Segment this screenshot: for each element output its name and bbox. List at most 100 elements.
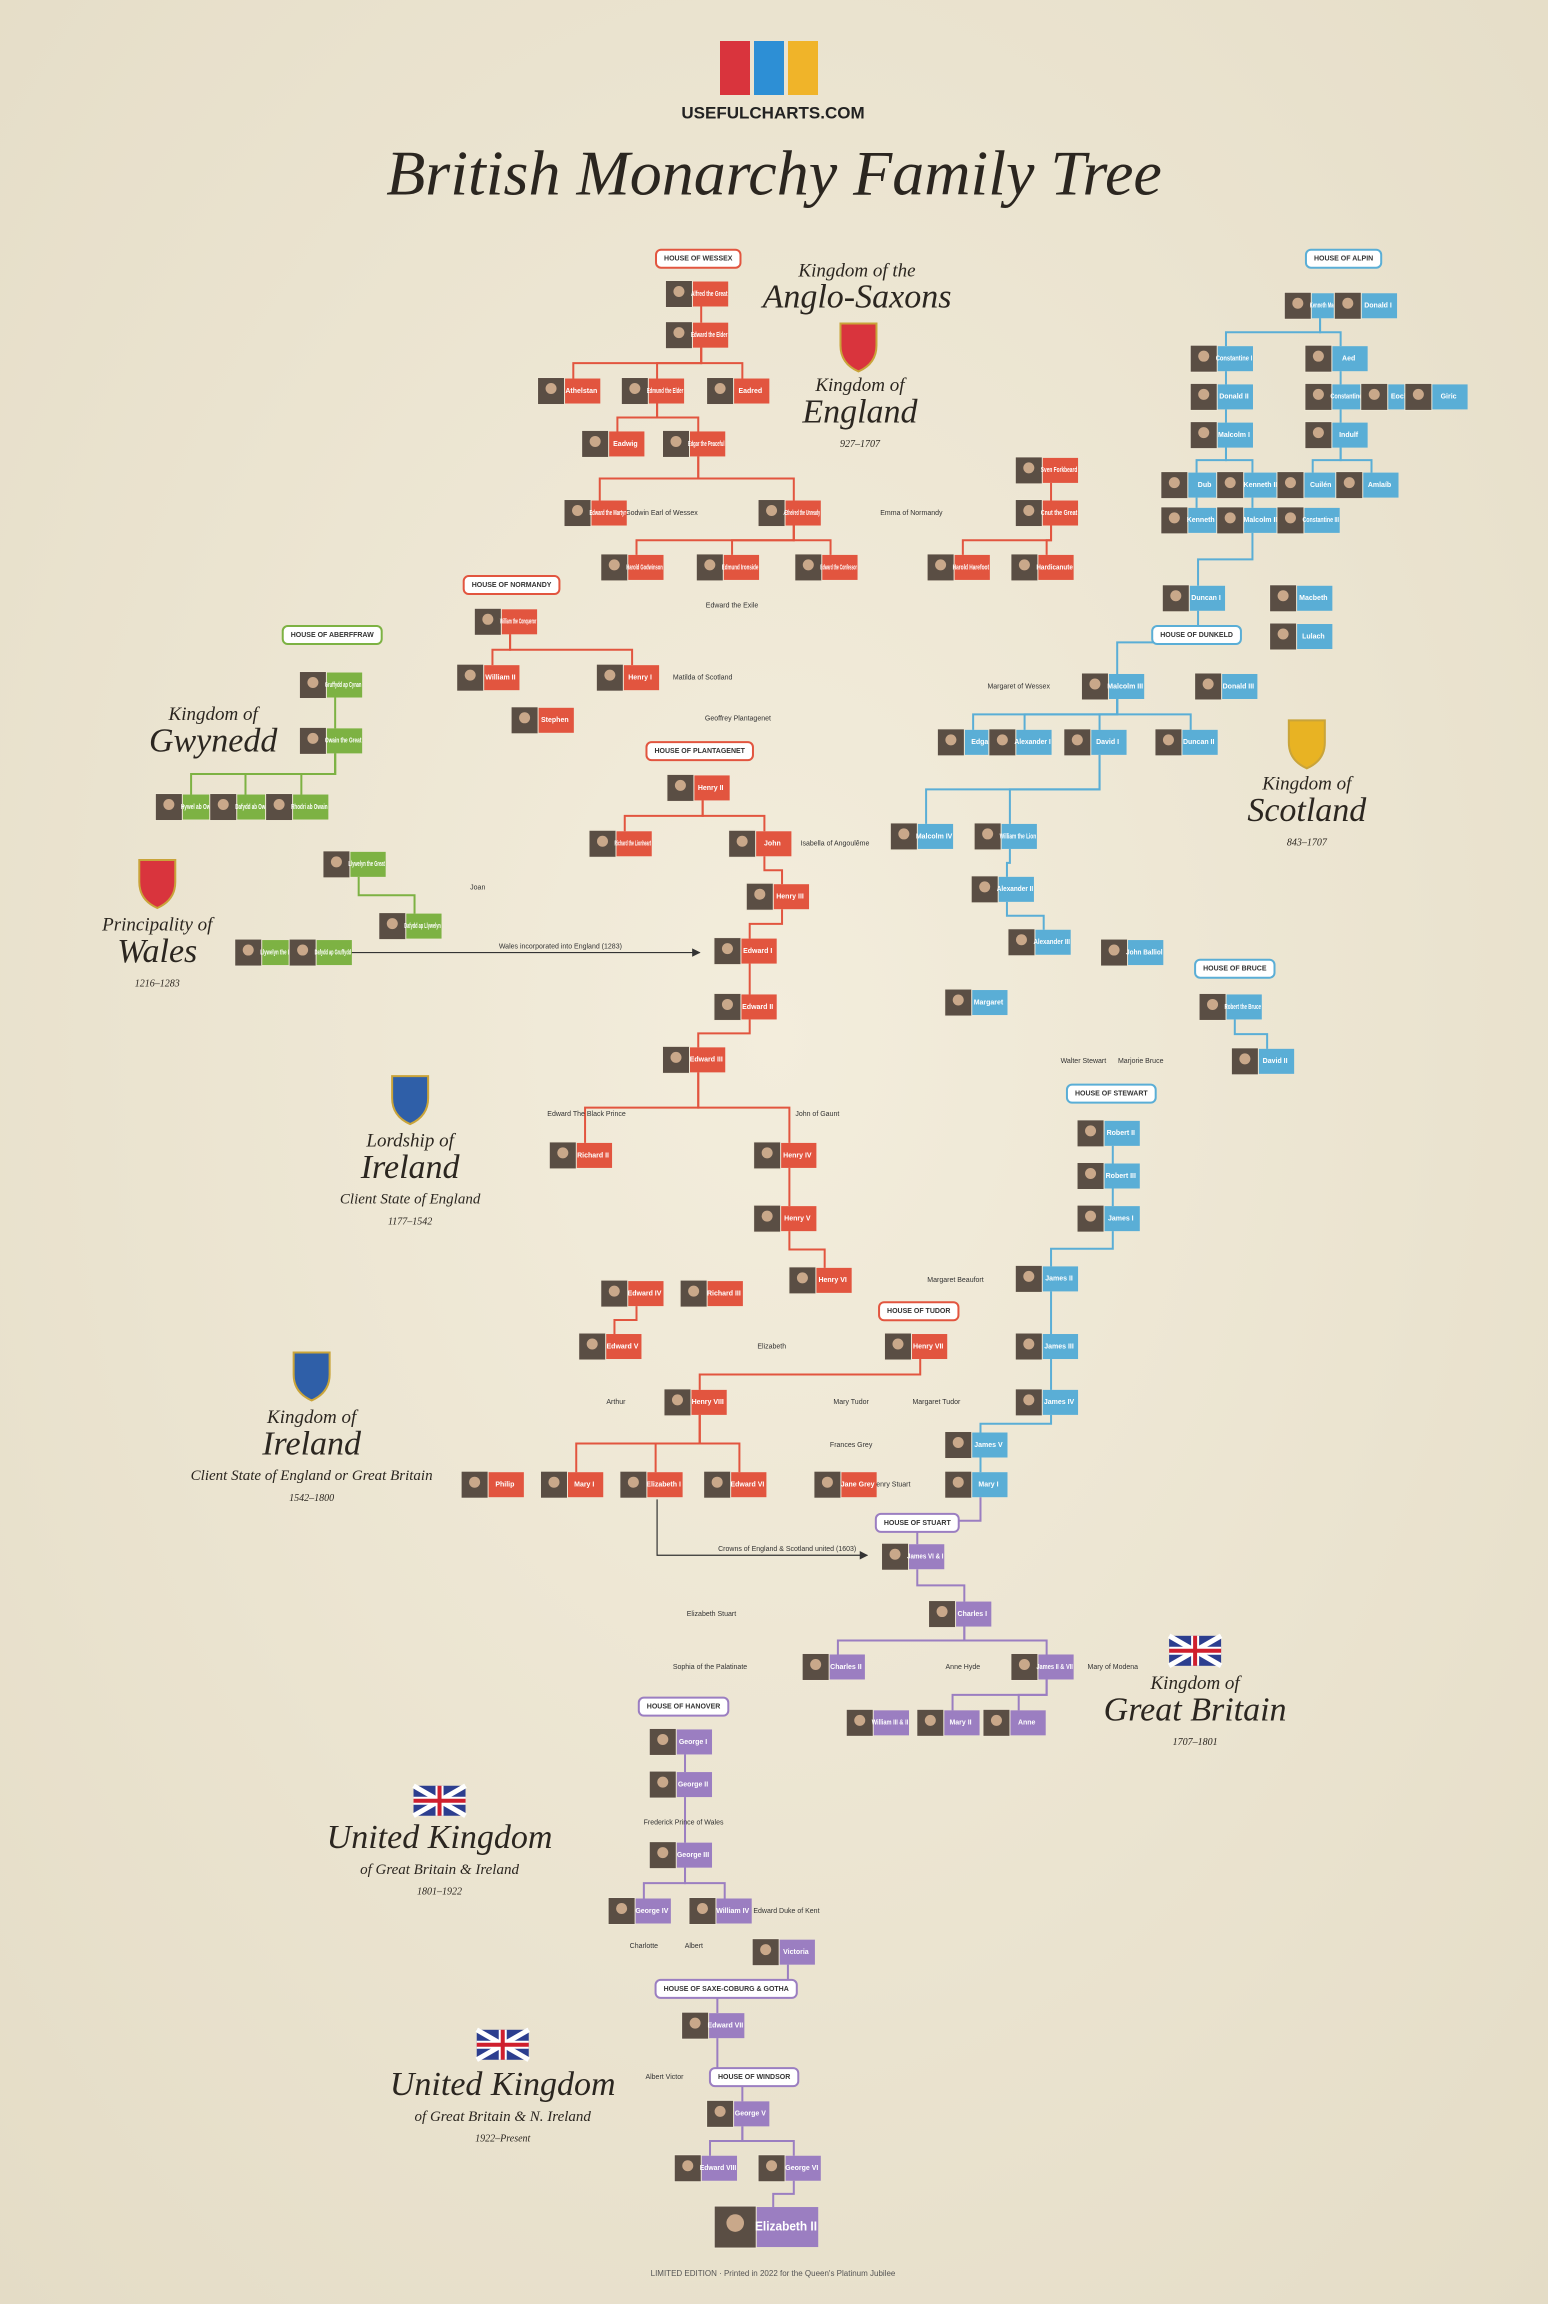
portrait-face — [760, 1944, 772, 1956]
connector — [698, 1414, 741, 1473]
connector — [1005, 848, 1011, 877]
portrait-face — [616, 1903, 628, 1914]
connector — [1224, 447, 1254, 473]
portrait-face — [935, 559, 947, 571]
house-label: HOUSE OF PLANTAGENET — [654, 748, 745, 755]
monarch-name: Charles I — [958, 1611, 988, 1618]
monarch-name: Robert the Bruce — [1225, 1004, 1262, 1011]
region-name: England — [801, 393, 918, 430]
monarch-name: John Balliol — [1126, 949, 1163, 956]
portrait-face — [711, 1476, 723, 1488]
region-dates: 1707–1801 — [1173, 1737, 1218, 1748]
portrait-face — [1071, 734, 1083, 746]
portrait-face — [1023, 1394, 1035, 1406]
region-subtitle: of Great Britain & Ireland — [360, 1862, 519, 1878]
connector — [698, 1359, 922, 1390]
portrait-face — [1207, 998, 1219, 1010]
note: Crowns of England & Scotland united (160… — [718, 1546, 856, 1553]
portrait-face — [1089, 678, 1101, 690]
monarch-name: James VI & I — [907, 1554, 944, 1561]
crest — [292, 1351, 331, 1402]
portrait-face — [721, 943, 733, 955]
portrait-face — [1343, 477, 1355, 489]
monarch-name: Edward V — [607, 1343, 639, 1350]
portrait-face — [1277, 590, 1289, 602]
house-box — [637, 1696, 730, 1717]
connector — [763, 856, 784, 885]
portrait — [1014, 456, 1043, 485]
flag-cross — [413, 1785, 466, 1816]
monarch-name: James III — [1044, 1343, 1074, 1350]
portrait-face — [242, 944, 254, 956]
person: Sophia of the Palatinate — [673, 1664, 747, 1671]
monarch-name: Anne — [1018, 1720, 1036, 1727]
portrait-face — [1284, 477, 1296, 489]
monarch-name: Llywelyn the Great — [348, 861, 385, 868]
region-name: United Kingdom — [327, 1819, 553, 1856]
monarch-name: Eadred — [738, 388, 762, 395]
monarch-name: Elizabeth II — [755, 2218, 817, 2233]
monarch-name: Richard III — [707, 1290, 741, 1297]
connector — [357, 876, 416, 914]
monarch-name: Malcolm I — [1218, 432, 1250, 439]
region-name: Great Britain — [1104, 1691, 1287, 1728]
monarch-name: James I — [1108, 1215, 1134, 1222]
house-label: HOUSE OF BRUCE — [1203, 966, 1267, 973]
house-box — [654, 1978, 798, 1999]
connector — [1233, 1019, 1269, 1049]
portrait — [662, 1045, 690, 1074]
monarch-name: Stephen — [541, 717, 569, 724]
portrait-face — [979, 881, 991, 893]
person: Walter Stewart — [1061, 1058, 1107, 1065]
portrait-face — [307, 677, 319, 689]
portrait-face — [1023, 1338, 1035, 1350]
portrait-face — [673, 286, 685, 297]
region-dates: 843–1707 — [1287, 837, 1328, 848]
monarch-name: Dub — [1198, 482, 1212, 489]
monarch-name: Alexander II — [997, 886, 1034, 893]
person: Isabella of Angoulême — [801, 841, 870, 848]
monarch-name: Dafydd ab Owain — [235, 804, 272, 811]
monarch-name: Edward VI — [730, 1482, 764, 1489]
person: Mary Tudor — [833, 1399, 869, 1406]
flag-cross — [476, 2029, 529, 2060]
portrait-face — [1284, 512, 1296, 524]
crest — [1287, 719, 1326, 770]
portrait-face — [761, 1210, 773, 1222]
portrait-face — [736, 835, 748, 847]
logo-yellow — [788, 41, 818, 95]
region-prefix: Kingdom of — [266, 1407, 359, 1428]
monarch-name: Constantine I — [1216, 356, 1253, 363]
portrait-face — [469, 1476, 481, 1488]
person: Geoffrey Plantagenet — [705, 716, 771, 723]
region-dates: 1177–1542 — [388, 1216, 432, 1227]
portrait-face — [889, 1548, 901, 1560]
monarch-name: William II — [485, 675, 515, 682]
monarch-name: Harold Harefoot — [953, 564, 990, 571]
portrait-face — [1312, 427, 1324, 439]
connector — [772, 2180, 795, 2208]
portrait-face — [330, 856, 342, 868]
monarch-name: Duncan I — [1191, 595, 1221, 602]
monarch-name: Kenneth III — [1187, 517, 1223, 524]
house-label: HOUSE OF SAXE-COBURG & GOTHA — [664, 1986, 789, 1993]
monarch-name: Hywel ab Owain — [181, 804, 218, 811]
connector — [788, 1231, 826, 1268]
person: Elizabeth Stuart — [687, 1611, 736, 1618]
portrait-face — [1170, 590, 1182, 602]
region-name: Gwynedd — [149, 723, 278, 760]
portrait — [510, 706, 539, 735]
connector — [697, 1019, 751, 1048]
portrait-face — [924, 1714, 936, 1726]
monarch-name: James IV — [1044, 1399, 1075, 1406]
portrait-face — [629, 383, 641, 395]
portrait-face — [1342, 297, 1354, 309]
monarch-name: George VI — [785, 2165, 818, 2172]
monarch-name: Jane Grey — [841, 1482, 875, 1489]
connector — [684, 1867, 726, 1899]
monarch-name: Edward VII — [707, 2023, 743, 2030]
person: Margaret Tudor — [912, 1399, 961, 1406]
portrait-face — [657, 1733, 669, 1745]
monarch-name: Donald II — [1219, 394, 1249, 401]
house-box — [1194, 958, 1276, 979]
